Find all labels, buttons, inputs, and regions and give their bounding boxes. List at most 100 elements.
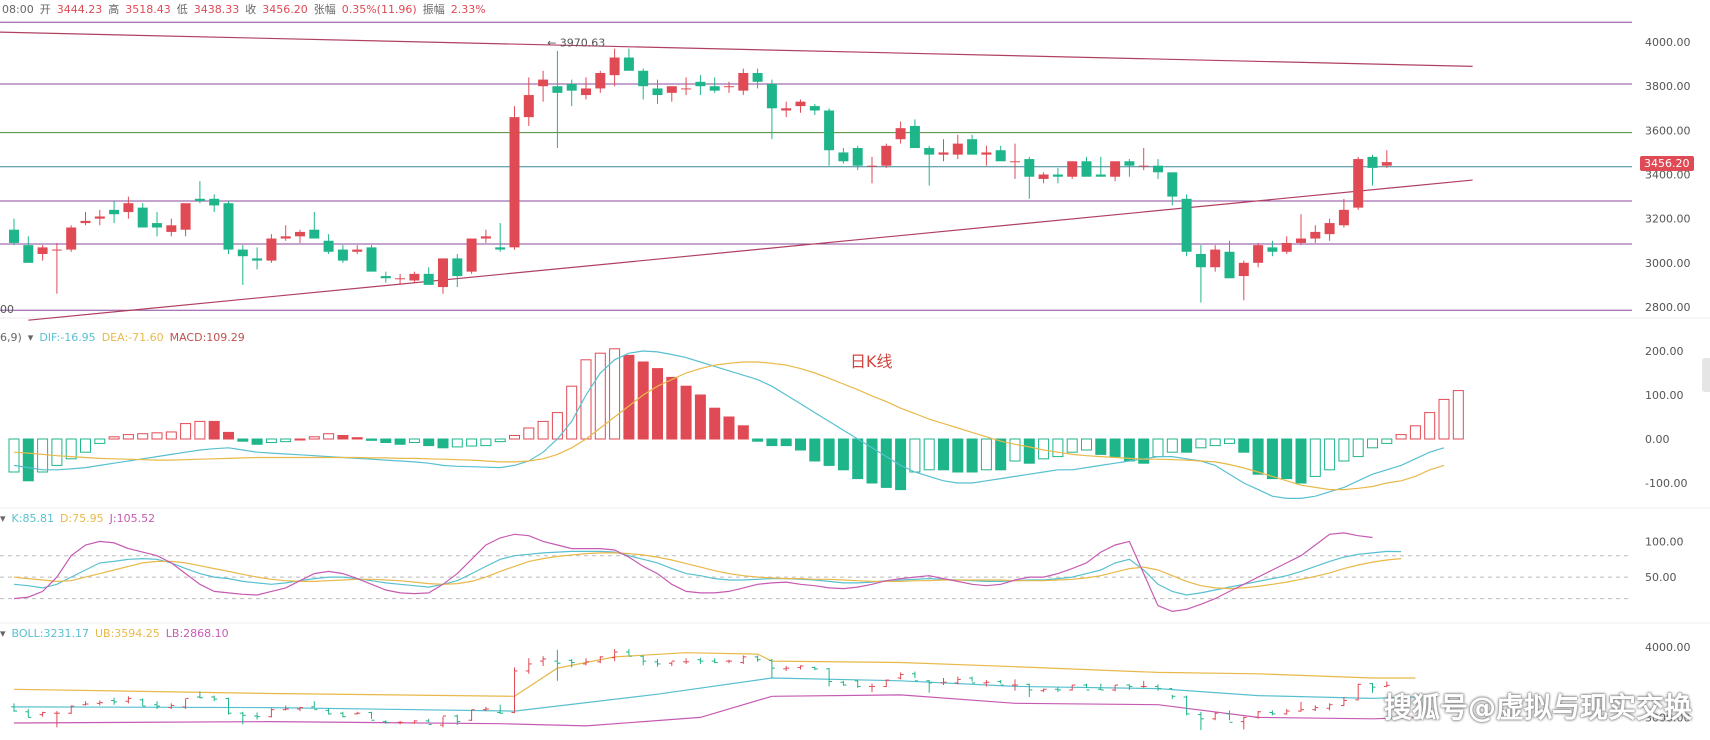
candle-body: [724, 86, 734, 88]
macd-tick-label: 0.00: [1645, 433, 1670, 446]
macd-histogram-bar: [1152, 438, 1164, 458]
macd-histogram-bar: [509, 434, 520, 440]
candle-body: [852, 148, 863, 166]
macd-histogram-bar: [1109, 438, 1121, 458]
macd-histogram-bar: [623, 354, 635, 440]
macd-histogram-bar: [1009, 438, 1021, 462]
candle-body: [695, 81, 706, 87]
candle-body: [566, 84, 577, 91]
ohlc-low: 3438.33: [193, 2, 240, 16]
candle-body: [109, 209, 120, 215]
price-tick-label: 2800.00: [1645, 301, 1691, 314]
macd-histogram-bar: [366, 438, 377, 441]
macd-histogram-bar: [223, 431, 234, 440]
macd-histogram-bar: [1238, 438, 1250, 453]
candle-body: [123, 203, 134, 213]
macd-histogram-bar: [809, 438, 821, 462]
candle-body: [1067, 161, 1078, 177]
macd-histogram-bar: [237, 438, 249, 442]
macd-histogram-bar: [1452, 390, 1464, 440]
candle-body: [681, 88, 692, 90]
macd-histogram-bar: [1309, 438, 1321, 477]
macd-histogram-bar: [8, 438, 20, 473]
ohlc-close: 3456.20: [262, 2, 308, 16]
candle-body: [1024, 159, 1035, 177]
macd-histogram-bar: [1166, 438, 1178, 453]
candle-body: [1038, 174, 1049, 179]
panel-collapse-handle[interactable]: [1702, 358, 1710, 392]
macd-histogram-bar: [323, 433, 335, 440]
macd-histogram-bar: [1224, 438, 1235, 444]
candle-body: [952, 143, 963, 155]
candle-body: [824, 110, 835, 151]
macd-histogram-bar: [466, 438, 478, 447]
chevron-down-icon[interactable]: ▾: [27, 331, 34, 344]
macd-histogram-bar: [423, 438, 435, 447]
macd-histogram-bar: [752, 438, 764, 442]
candle-body: [981, 152, 992, 155]
candle-body: [1324, 223, 1335, 235]
ohlc-open: 3444.23: [56, 2, 103, 16]
candle-body: [137, 207, 148, 228]
candle-body: [938, 152, 949, 155]
macd-histogram-bar: [966, 438, 978, 473]
trendline-lower: [28, 179, 1473, 321]
ohlc-bar: 08:00 开 3444.23 高 3518.43 低 3438.33 收 3456.2…: [0, 0, 486, 18]
candle-body: [895, 128, 906, 140]
macd-histogram-bar: [723, 416, 735, 440]
candle-body: [638, 70, 649, 87]
candle-body: [1353, 159, 1364, 208]
candle-body: [352, 249, 363, 252]
candle-body: [1224, 251, 1235, 279]
boll-mid-line: [13, 677, 1416, 712]
macd-histogram-bar: [308, 436, 320, 440]
candle-body: [395, 278, 406, 280]
candle-body: [1238, 262, 1249, 277]
macd-macd: MACD:109.29: [169, 331, 245, 344]
chart-title: 日K线: [850, 352, 893, 371]
boll-mid: BOLL:3231.17: [11, 627, 89, 640]
kdj-legend[interactable]: ▾ K:85.81 D:75.95 J:105.52: [0, 512, 155, 525]
candle-body: [1153, 165, 1163, 173]
macd-histogram-bar: [180, 423, 192, 440]
boll-legend[interactable]: ▾ BOLL:3231.17 UB:3594.25 LB:2868.10: [0, 627, 229, 640]
candle-body: [1110, 161, 1121, 177]
candle-body: [66, 227, 77, 250]
macd-histogram-bar: [480, 438, 492, 447]
macd-histogram-bar: [337, 434, 349, 440]
macd-histogram-bar: [637, 361, 649, 440]
candle-body: [909, 125, 920, 149]
macd-histogram-bar: [94, 438, 106, 444]
macd-histogram-bar: [694, 394, 706, 440]
macd-histogram-bar: [909, 438, 921, 473]
macd-histogram-bar: [65, 438, 77, 460]
macd-histogram-bar: [1381, 438, 1393, 444]
macd-histogram-bar: [1252, 438, 1264, 475]
macd-legend[interactable]: 6,9) ▾ DIF:-16.95 DEA:-71.60 MACD:109.29: [0, 331, 245, 344]
macd-histogram-bar: [1352, 438, 1364, 458]
macd-tick-label: -100.00: [1645, 477, 1687, 490]
macd-histogram-bar: [1095, 438, 1107, 455]
candle-body: [1338, 209, 1349, 226]
macd-dea-line: [13, 361, 1445, 491]
macd-histogram-bar: [866, 438, 878, 484]
candle-body: [552, 86, 563, 93]
chevron-down-icon[interactable]: ▾: [0, 627, 6, 640]
boll-lb-line: [13, 694, 1416, 727]
macd-histogram-bar: [1424, 412, 1436, 440]
macd-dea: DEA:-71.60: [101, 331, 164, 344]
ohlc-change-label: 张幅: [313, 3, 336, 16]
macd-histogram-bar: [880, 438, 892, 488]
candle-body: [652, 88, 663, 96]
candle-body: [795, 101, 806, 107]
candle-body: [266, 238, 277, 261]
candle-body: [51, 249, 62, 251]
chevron-down-icon[interactable]: ▾: [0, 512, 6, 525]
macd-histogram-bar: [737, 425, 749, 440]
candle-body: [323, 240, 334, 252]
candle-body: [9, 229, 19, 243]
macd-params: 6,9): [0, 331, 22, 344]
macd-histogram-bar: [351, 437, 363, 440]
candle-body: [1367, 156, 1378, 168]
macd-histogram-bar: [609, 348, 621, 440]
